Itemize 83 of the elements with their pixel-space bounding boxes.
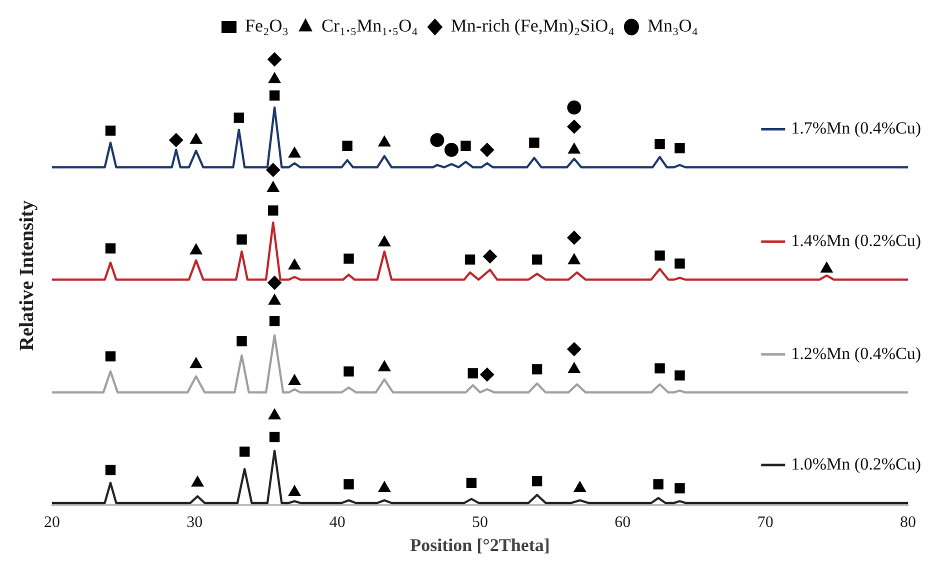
point	[674, 143, 685, 154]
point	[288, 146, 301, 158]
point	[268, 294, 281, 305]
point	[568, 142, 580, 154]
point	[344, 366, 354, 377]
point	[342, 140, 352, 151]
point	[532, 476, 542, 486]
x-axis-title: Position [°2Theta]	[410, 534, 550, 555]
point	[105, 243, 116, 254]
point	[444, 142, 458, 157]
point	[466, 478, 477, 488]
point	[674, 258, 685, 269]
point	[464, 254, 476, 265]
point	[268, 276, 282, 290]
point	[169, 133, 184, 148]
point	[378, 136, 391, 146]
legend-label: 1.7%Mn (0.4%Cu)	[791, 118, 921, 138]
x-tick-label: 70	[757, 514, 774, 532]
point	[480, 142, 494, 157]
point	[269, 432, 280, 442]
point	[654, 363, 665, 374]
point	[190, 133, 202, 144]
point	[190, 244, 202, 254]
x-tick-label: 30	[186, 514, 203, 532]
point	[190, 357, 202, 368]
x-tick-label: 50	[472, 514, 488, 532]
point	[266, 162, 280, 177]
point	[267, 181, 280, 192]
point	[378, 360, 391, 372]
point	[567, 342, 582, 356]
point	[240, 446, 250, 457]
legend-label: Mn₃O₄	[647, 16, 698, 36]
point	[568, 253, 580, 264]
point	[568, 362, 580, 373]
legend-label: 1.2%Mn (0.4%Cu)	[791, 344, 921, 363]
x-tick-label: 60	[614, 514, 631, 532]
x-tick-label: 80	[900, 514, 916, 532]
point	[236, 234, 247, 245]
point	[191, 476, 204, 487]
point	[468, 368, 478, 378]
point	[529, 138, 540, 148]
point	[567, 100, 582, 115]
point	[674, 370, 685, 381]
point	[460, 140, 471, 151]
point	[654, 250, 665, 261]
point	[268, 408, 281, 420]
point	[574, 481, 586, 492]
point	[653, 479, 664, 490]
x-tick-label: 40	[329, 514, 346, 532]
point	[268, 52, 282, 66]
point	[288, 258, 301, 270]
legend-label: Fe₂O₃	[244, 16, 289, 36]
point	[567, 230, 582, 245]
point	[269, 316, 280, 326]
point	[378, 236, 391, 246]
point	[674, 483, 685, 494]
point	[268, 72, 281, 84]
point	[532, 254, 542, 265]
point	[234, 112, 244, 123]
y-axis-title: Relative Intensity	[16, 200, 38, 351]
point	[482, 249, 497, 264]
point	[378, 481, 391, 492]
point	[480, 368, 494, 382]
point	[288, 485, 301, 496]
point	[105, 464, 116, 476]
point	[105, 351, 116, 362]
point	[820, 262, 833, 273]
point	[344, 479, 354, 490]
point	[288, 374, 301, 386]
point	[430, 133, 444, 148]
legend-label: Mn-rich (Fe,Mn)₂SiO₄	[450, 16, 614, 36]
legend-label: 1.4%Mn (0.2%Cu)	[791, 231, 921, 250]
x-tick-label: 20	[44, 514, 60, 532]
point	[105, 126, 116, 136]
point	[269, 90, 280, 101]
point	[654, 138, 665, 150]
point	[236, 336, 247, 346]
legend-label: Cr₁.₅Mn₁.₅O₄	[322, 16, 418, 36]
point	[268, 205, 278, 216]
point	[567, 120, 582, 134]
legend-label: 1.0%Mn (0.2%Cu)	[791, 454, 921, 474]
point	[344, 254, 354, 264]
point	[532, 364, 542, 374]
